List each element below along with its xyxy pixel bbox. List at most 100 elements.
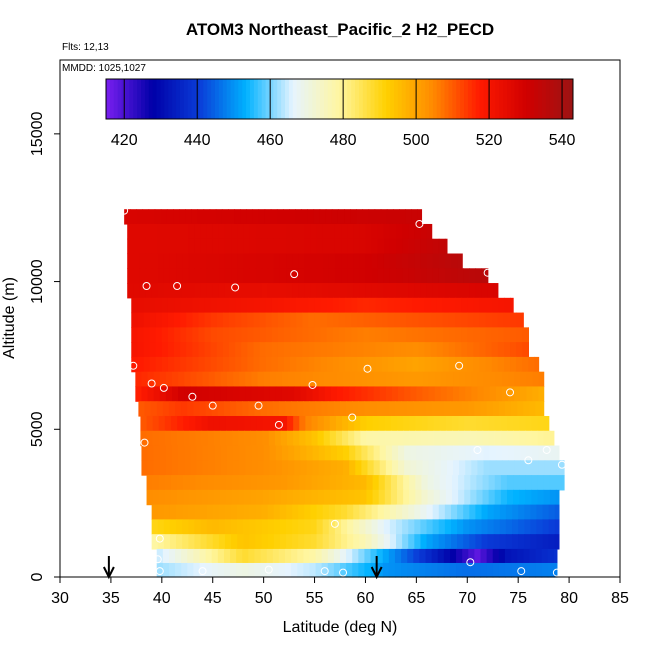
- heatmap-cell: [198, 327, 206, 343]
- heatmap-cell: [299, 415, 306, 432]
- heatmap-cell: [387, 312, 395, 328]
- heatmap-cell: [414, 519, 422, 535]
- heatmap-cell: [488, 489, 496, 506]
- heatmap-cell: [431, 401, 439, 417]
- heatmap-cell: [169, 268, 177, 284]
- heatmap-cell: [131, 342, 138, 358]
- heatmap-cell: [480, 548, 488, 564]
- heatmap-cell: [261, 504, 269, 520]
- heatmap-cell: [427, 415, 435, 432]
- heatmap-cell: [229, 312, 236, 328]
- heatmap-cell: [353, 223, 360, 240]
- heatmap-cell: [285, 548, 292, 564]
- heatmap-cell: [245, 371, 253, 388]
- heatmap-cell: [522, 356, 529, 373]
- heatmap-cell: [402, 519, 409, 535]
- heatmap-cell: [440, 460, 448, 476]
- heatmap-cell: [359, 283, 367, 299]
- heatmap-cell: [240, 209, 247, 225]
- heatmap-cell: [264, 209, 272, 225]
- heatmap-cell: [519, 475, 526, 491]
- heatmap-cell: [184, 371, 191, 388]
- heatmap-cell: [212, 223, 220, 240]
- heatmap-cell: [149, 297, 157, 314]
- heatmap-cell: [172, 371, 179, 388]
- heatmap-cell: [271, 312, 279, 328]
- heatmap-cell: [279, 504, 287, 520]
- heatmap-cell: [427, 475, 435, 491]
- colorbar-segment: [347, 79, 352, 119]
- colorbar-segment: [117, 79, 123, 119]
- heatmap-cell: [345, 312, 352, 328]
- sample-point: [159, 383, 168, 392]
- heatmap-cell: [306, 460, 314, 476]
- heatmap-cell: [378, 415, 386, 432]
- heatmap-cell: [380, 209, 388, 225]
- heatmap-cell: [338, 312, 346, 328]
- heatmap-cell: [237, 253, 244, 269]
- heatmap-cell: [309, 562, 317, 578]
- heatmap-cell: [314, 297, 322, 314]
- heatmap-cell: [280, 415, 288, 432]
- heatmap-cell: [482, 489, 490, 506]
- heatmap-cell: [176, 238, 183, 255]
- heatmap-cell: [219, 415, 227, 432]
- heatmap-cell: [526, 386, 534, 402]
- heatmap-cell: [473, 297, 481, 314]
- heatmap-cell: [404, 460, 411, 476]
- heatmap-cell: [517, 562, 524, 578]
- heatmap-cell: [548, 519, 556, 535]
- heatmap-cell: [477, 371, 485, 388]
- heatmap-cell: [194, 283, 202, 299]
- heatmap-cell: [427, 489, 435, 506]
- heatmap-cell: [153, 445, 161, 461]
- x-axis-label: Latitude (deg N): [283, 619, 398, 636]
- heatmap-cell: [383, 519, 391, 535]
- heatmap-cell: [383, 223, 391, 240]
- heatmap-cell: [328, 268, 336, 284]
- heatmap-cell: [297, 401, 304, 417]
- heatmap-cell: [241, 312, 248, 328]
- heatmap-cell: [145, 253, 153, 269]
- heatmap-cell: [341, 253, 348, 269]
- heatmap-cell: [492, 401, 500, 417]
- heatmap-cell: [305, 415, 313, 432]
- heatmap-cell: [508, 371, 515, 388]
- sample-point: [339, 568, 348, 577]
- colorbar-segment: [230, 79, 235, 119]
- colorbar-segment: [425, 79, 430, 119]
- colorbar-segment: [246, 79, 251, 119]
- heatmap-cell: [414, 238, 422, 255]
- heatmap-cell: [192, 356, 200, 373]
- heatmap-cell: [328, 253, 336, 269]
- heatmap-cell: [279, 238, 287, 255]
- heatmap-cell: [207, 489, 215, 506]
- heatmap-cell: [536, 534, 544, 550]
- x-tick-label: 35: [102, 590, 120, 607]
- heatmap-cell: [506, 430, 514, 447]
- heatmap-cell: [529, 401, 537, 417]
- heatmap-cell: [479, 342, 487, 358]
- heatmap-cell: [452, 475, 459, 491]
- heatmap-cell: [298, 268, 305, 284]
- heatmap-cell: [204, 312, 212, 328]
- heatmap-cell: [367, 386, 375, 402]
- heatmap-cell: [207, 430, 215, 447]
- heatmap-cell: [347, 519, 354, 535]
- heatmap-cell: [532, 460, 540, 476]
- heatmap-cell: [153, 371, 161, 388]
- heatmap-cell: [467, 342, 474, 358]
- heatmap-cell: [287, 489, 294, 506]
- heatmap-cell: [269, 371, 277, 388]
- colorbar-segment: [261, 79, 267, 119]
- heatmap-cell: [235, 356, 242, 373]
- heatmap-cell: [420, 534, 428, 550]
- heatmap-cell: [190, 460, 198, 476]
- heatmap-cell: [163, 238, 171, 255]
- heatmap-cell: [388, 562, 396, 578]
- heatmap-cell: [162, 401, 170, 417]
- heatmap-cell: [455, 312, 462, 328]
- heatmap-cell: [334, 283, 342, 299]
- heatmap-cell: [519, 489, 526, 506]
